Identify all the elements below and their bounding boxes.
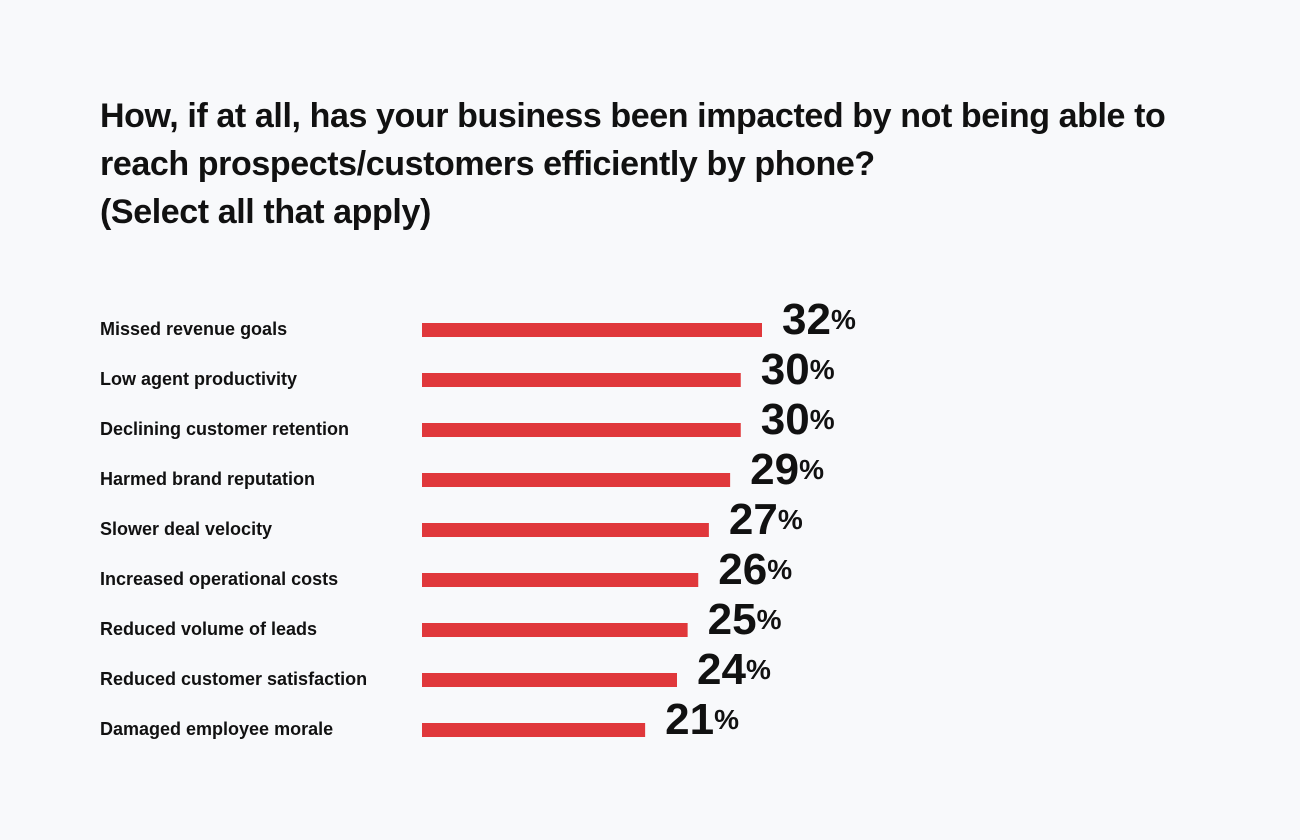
value-label: 30% (761, 395, 835, 444)
value-label: 26% (718, 545, 792, 594)
category-label: Low agent productivity (100, 369, 297, 389)
bar (422, 473, 731, 487)
category-label: Increased operational costs (100, 569, 338, 589)
bar (422, 423, 741, 437)
category-label: Damaged employee morale (100, 719, 333, 739)
chart-header: How, if at all, has your business been i… (100, 92, 1180, 236)
bar (422, 623, 688, 637)
category-label: Missed revenue goals (100, 319, 287, 339)
value-label: 32% (782, 295, 856, 344)
value-label: 30% (761, 345, 835, 394)
category-label: Reduced volume of leads (100, 619, 317, 639)
bar (422, 573, 699, 587)
value-label: 27% (729, 495, 803, 544)
bar (422, 523, 709, 537)
bar (422, 673, 677, 687)
chart-title: How, if at all, has your business been i… (100, 97, 1166, 183)
category-label: Slower deal velocity (100, 519, 272, 539)
value-label: 21% (665, 695, 739, 744)
value-label: 25% (708, 595, 782, 644)
value-label: 24% (697, 645, 771, 694)
value-label: 29% (750, 445, 824, 494)
bar (422, 723, 646, 737)
category-label: Declining customer retention (100, 419, 349, 439)
category-label: Reduced customer satisfaction (100, 669, 367, 689)
bar (422, 373, 741, 387)
chart-subtitle: (Select all that apply) (100, 193, 431, 231)
bar (422, 323, 762, 337)
category-label: Harmed brand reputation (100, 469, 315, 489)
